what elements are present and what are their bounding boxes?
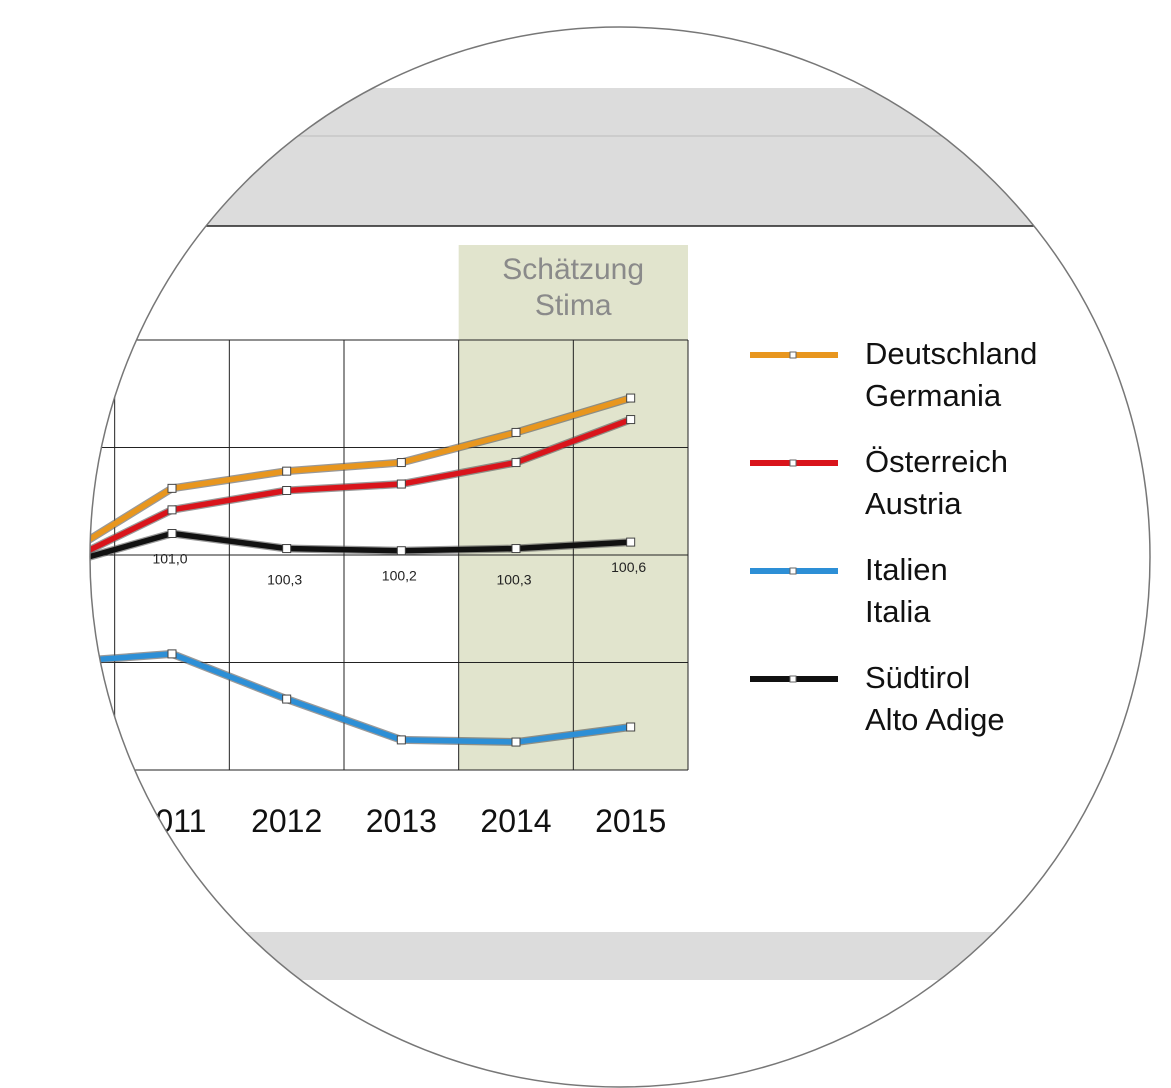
point <box>396 479 406 489</box>
point <box>282 694 292 704</box>
legend-swatch-marker <box>789 675 797 683</box>
frame <box>89 26 1151 1088</box>
series-line <box>90 416 632 569</box>
legend-label: Österreich Austria <box>865 444 1008 521</box>
data-label: 100,6 <box>611 559 646 575</box>
point <box>53 555 61 563</box>
legend-label: Italien Italia <box>865 552 948 629</box>
point <box>167 505 177 515</box>
point <box>282 466 292 476</box>
data-label: 101,0 <box>152 551 187 567</box>
x-tick-label: 2013 <box>366 803 437 839</box>
legend-swatch-marker <box>789 567 797 575</box>
point <box>396 458 406 468</box>
point <box>396 735 406 745</box>
x-tick-label: 2011 <box>138 803 207 839</box>
legend-label: Deutschland Germania <box>865 336 1038 413</box>
series-line <box>90 395 632 562</box>
point <box>167 529 177 538</box>
point <box>626 722 636 732</box>
band <box>90 932 1150 980</box>
annotation: Schätzung Stima <box>502 253 645 322</box>
point <box>511 737 521 747</box>
point <box>626 393 636 403</box>
data-label: 100,3 <box>267 572 302 588</box>
point <box>167 483 177 493</box>
data-label: 100,2 <box>382 568 417 584</box>
point <box>511 458 521 468</box>
point <box>282 486 292 495</box>
x-tick-label: 2012 <box>251 803 322 839</box>
band <box>90 88 1150 226</box>
point <box>511 544 521 554</box>
point <box>282 544 292 554</box>
point <box>626 415 636 425</box>
point <box>626 537 636 547</box>
data-label: 100,3 <box>496 572 531 588</box>
point <box>167 649 177 659</box>
point <box>396 546 406 556</box>
legend-swatch-marker <box>789 459 797 467</box>
x-tick-label: 2014 <box>480 803 551 839</box>
legend-swatch-marker <box>789 351 797 359</box>
series-line <box>90 651 632 745</box>
point <box>53 562 61 570</box>
series-line <box>90 530 631 569</box>
point <box>511 427 521 437</box>
x-tick-label: 2015 <box>595 803 666 839</box>
point <box>53 659 61 667</box>
point <box>53 562 61 570</box>
legend-label: Südtirol Alto Adige <box>865 660 1005 737</box>
